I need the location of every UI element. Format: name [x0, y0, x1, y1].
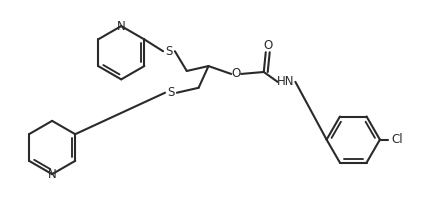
- Text: S: S: [167, 86, 174, 99]
- Text: HN: HN: [277, 75, 294, 88]
- Text: N: N: [48, 168, 56, 181]
- Text: N: N: [117, 19, 125, 33]
- Text: O: O: [231, 67, 241, 80]
- Text: S: S: [165, 45, 173, 58]
- Text: Cl: Cl: [391, 133, 402, 146]
- Text: O: O: [263, 39, 273, 52]
